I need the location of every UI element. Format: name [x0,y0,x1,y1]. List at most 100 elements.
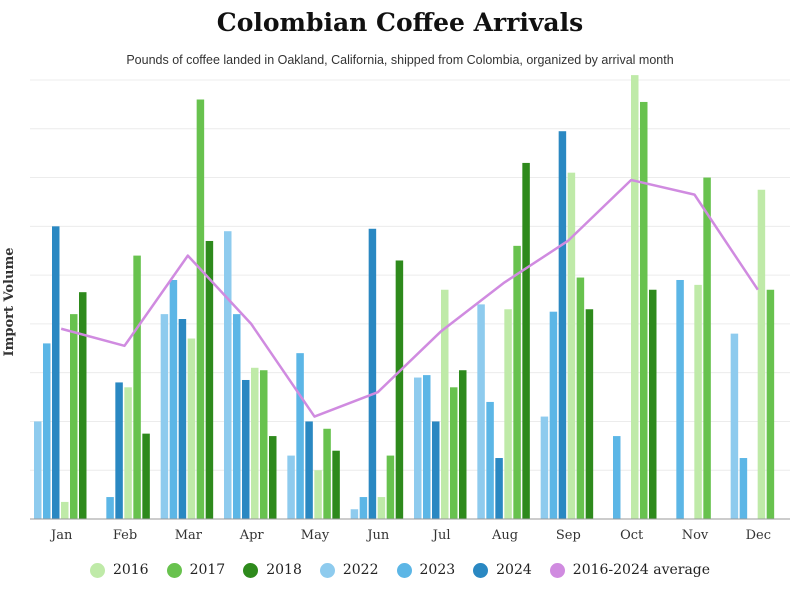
bar-2023-jul [423,375,431,519]
legend-label: 2016 [112,562,149,578]
legend-swatch [243,562,259,578]
bar-2022-mar [160,314,169,519]
bar-2024-sep [558,131,567,519]
bar-2017-sep [576,277,585,519]
legend-item-2016-2024-average: 2016-2024 average [549,562,711,578]
bar-2022-apr [224,231,232,519]
x-tick-label-apr: Apr [239,528,265,543]
bar-2017-apr [260,370,268,519]
bar-2023-nov [676,279,684,519]
bar-2017-jan [70,314,78,519]
bar-2016-apr [251,367,259,519]
y-axis-label: Import Volume [2,248,17,357]
chart-subtitle: Pounds of coffee landed in Oakland, Cali… [126,53,674,67]
legend-swatch [89,562,105,578]
bar-2018-sep [585,309,594,519]
bar-2023-dec [739,458,748,519]
bar-2018-jun [395,260,404,519]
bar-2017-dec [766,289,775,519]
x-tick-label-oct: Oct [620,528,644,543]
bar-2016-dec [757,189,766,519]
gridlines [30,79,790,471]
bar-2023-feb [106,497,114,519]
bar-2022-dec [730,333,739,519]
legend-label: 2023 [419,562,456,578]
x-tick-labels: Jan Feb Mar Apr May Jun Jul Aug Sep Oct Nov Dec [49,528,771,543]
bar-2024-jan [52,226,60,520]
bar-2016-aug [504,309,512,519]
bar-2024-feb [115,382,123,519]
bar-2023-jan [43,343,51,519]
x-tick-label-jan: Jan [49,528,73,543]
bar-2016-jul [441,289,449,519]
bar-chart: Jan Feb Mar Apr May Jun Jul Aug Sep Oct Nov Dec Imp… [2,75,790,543]
legend-item-2016: 2016 [89,562,149,578]
legend-item-2017: 2017 [166,562,226,578]
legend-item-2018: 2018 [243,562,302,578]
legend-swatch [319,562,335,578]
x-tick-label-feb: Feb [113,528,137,543]
bar-2018-aug [522,162,530,519]
x-tick-label-aug: Aug [491,528,518,543]
legend-swatch [166,562,182,578]
bar-2024-jul [432,421,440,519]
bar-2016-oct [631,75,639,519]
bar-2016-nov [694,284,702,519]
bar-2024-apr [242,379,250,519]
bar-2024-mar [178,319,187,519]
legend: 2016 2017 2018 2022 2023 2024 2016-2024 averag… [0,562,800,578]
bar-2024-aug [495,458,503,519]
bar-2022-jan [34,421,42,519]
legend-label: 2018 [266,562,302,578]
bar-2018-jan [79,292,87,519]
chart-title: Colombian Coffee Arrivals [216,8,584,37]
bar-2018-mar [205,240,214,519]
legend-item-2023: 2023 [396,562,456,578]
legend-label: 2024 [496,562,532,578]
x-tick-label-jun: Jun [365,528,390,543]
bar-2023-may [296,353,304,519]
bar-2024-may [305,421,313,519]
bar-2023-apr [233,314,241,519]
x-tick-label-sep: Sep [556,528,581,543]
bar-2018-feb [142,433,150,519]
legend-swatch [396,562,412,578]
bar-2018-apr [269,436,277,519]
bar-2022-jul [414,377,422,519]
bar-group [34,75,775,520]
legend-item-2024: 2024 [473,562,532,578]
x-tick-label-may: May [301,528,330,543]
bar-2017-aug [513,245,521,519]
bar-2017-jun [386,455,395,519]
bar-2022-may [287,455,295,519]
legend-item-2022: 2022 [319,562,379,578]
bar-2016-jan [61,501,69,519]
x-tick-label-jul: Jul [431,528,451,543]
bar-2023-jun [359,497,368,519]
bar-2023-aug [486,401,494,519]
bar-2017-oct [640,101,648,519]
bar-2024-jun [368,228,377,519]
bar-2016-feb [124,387,132,519]
x-tick-label-nov: Nov [682,528,709,543]
bar-2016-jun [377,497,386,519]
x-tick-label-mar: Mar [175,528,203,543]
bar-2022-aug [477,304,485,519]
bar-2022-jun [350,509,359,519]
average-line [60,178,759,418]
average-line-group [60,178,759,418]
bar-2022-sep [540,416,549,519]
bar-2023-sep [549,311,558,519]
bar-2023-mar [169,279,178,519]
bar-2018-jul [459,370,467,519]
legend-label: 2022 [342,562,379,578]
bar-2017-jul [450,387,458,519]
x-tick-label-dec: Dec [746,528,771,543]
bar-2016-may [314,470,322,519]
legend-label: 2016-2024 average [572,562,711,578]
legend-swatch [549,562,565,578]
bar-2017-may [323,428,331,519]
bar-2016-sep [567,172,576,519]
bar-2017-feb [133,255,141,519]
legend-label: 2017 [189,562,226,578]
